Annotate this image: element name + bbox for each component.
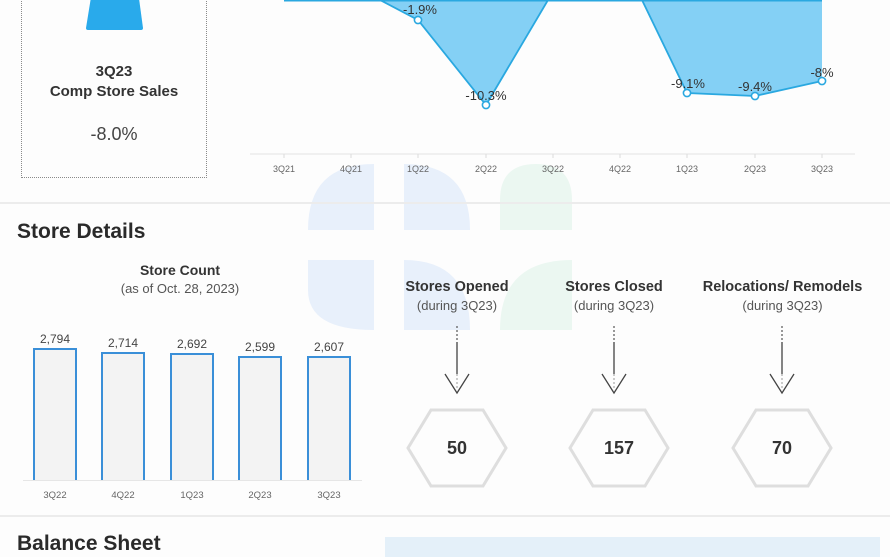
stat-title: Stores Closed (565, 279, 663, 295)
relocations-hexagon: 70 (730, 408, 834, 488)
bar-label: 2,714 (108, 336, 138, 350)
store-count-chart: 2,794 2,714 2,692 2,599 2,607 3Q22 4Q22 … (23, 332, 362, 501)
store-details-title: Store Details (17, 220, 146, 243)
area-fill-left (284, 0, 548, 105)
comp-store-sales-card: 3Q23 Comp Store Sales -8.0% (21, 0, 207, 178)
data-label: -9.1% (671, 76, 705, 91)
bar-label: 2,794 (40, 332, 70, 346)
arrow-down-icon (601, 326, 627, 395)
balance-sheet-panel (385, 537, 880, 557)
bar (33, 348, 77, 480)
stores-opened-hexagon: 50 (405, 408, 509, 488)
x-tick-label: 1Q22 (407, 164, 429, 174)
data-point (682, 88, 692, 98)
relocations-stat: Relocations/ Remodels (during 3Q23) (690, 279, 875, 313)
section-divider (0, 202, 890, 204)
bar-label: 2,692 (177, 337, 207, 351)
x-tick-label: 3Q23 (811, 164, 833, 174)
x-tick-label: 3Q21 (273, 164, 295, 174)
x-tick-label: 4Q22 (609, 164, 631, 174)
stores-closed-stat: Stores Closed (during 3Q23) (524, 279, 704, 313)
x-tick-label: 2Q23 (248, 490, 271, 501)
x-tick-label: 3Q22 (43, 490, 66, 501)
kpi-period: 3Q23 (95, 63, 133, 80)
x-tick-label: 2Q22 (475, 164, 497, 174)
stat-title: Relocations/ Remodels (702, 279, 863, 295)
x-tick-label: 2Q23 (744, 164, 766, 174)
stores-closed-value: 157 (603, 438, 635, 458)
x-tick-label: 1Q23 (676, 164, 698, 174)
area-line (379, 0, 549, 107)
data-point (750, 91, 760, 101)
data-label: -8% (810, 65, 834, 80)
bar (170, 353, 214, 480)
x-tick-label: 1Q23 (180, 490, 203, 501)
bar-label: 2,607 (314, 340, 344, 354)
stat-title: Stores Opened (405, 279, 509, 295)
x-tick-label: 3Q22 (542, 164, 564, 174)
store-sales-icon (86, 0, 143, 30)
data-label: -9.4% (738, 79, 772, 94)
store-count-subtitle: (as of Oct. 28, 2023) (120, 281, 240, 296)
watermark-logo (308, 164, 572, 330)
stat-subtitle: (during 3Q23) (416, 298, 498, 313)
data-point (481, 100, 491, 110)
balance-sheet-title: Balance Sheet (17, 532, 161, 555)
stat-subtitle: (during 3Q23) (742, 298, 823, 313)
bar (307, 356, 351, 480)
kpi-label: Comp Store Sales (49, 83, 179, 100)
bar (238, 356, 282, 480)
relocations-value: 70 (771, 438, 793, 458)
stores-opened-value: 50 (446, 438, 468, 458)
stat-subtitle: (during 3Q23) (573, 298, 655, 313)
x-tick-label: 4Q22 (111, 490, 134, 501)
data-label: -10.3% (465, 88, 507, 103)
data-point (413, 15, 423, 25)
x-tick-label: 4Q21 (340, 164, 362, 174)
stores-closed-hexagon: 157 (567, 408, 671, 488)
comp-store-sales-chart: -1.9% -10.3% -9.1% -9.4% -8% 3Q21 4Q21 1… (250, 0, 855, 174)
bar (101, 352, 145, 480)
x-tick-label: 3Q23 (317, 490, 340, 501)
arrow-down-icon (444, 326, 470, 395)
data-label: -1.9% (403, 2, 437, 17)
area-fill-right (642, 0, 822, 96)
stores-opened-stat: Stores Opened (during 3Q23) (367, 279, 547, 313)
section-divider (0, 515, 890, 517)
store-count-title: Store Count (139, 262, 221, 278)
arrow-down-icon (769, 326, 795, 395)
data-point (817, 76, 827, 86)
bar-label: 2,599 (245, 340, 275, 354)
kpi-value: -8.0% (90, 124, 138, 144)
